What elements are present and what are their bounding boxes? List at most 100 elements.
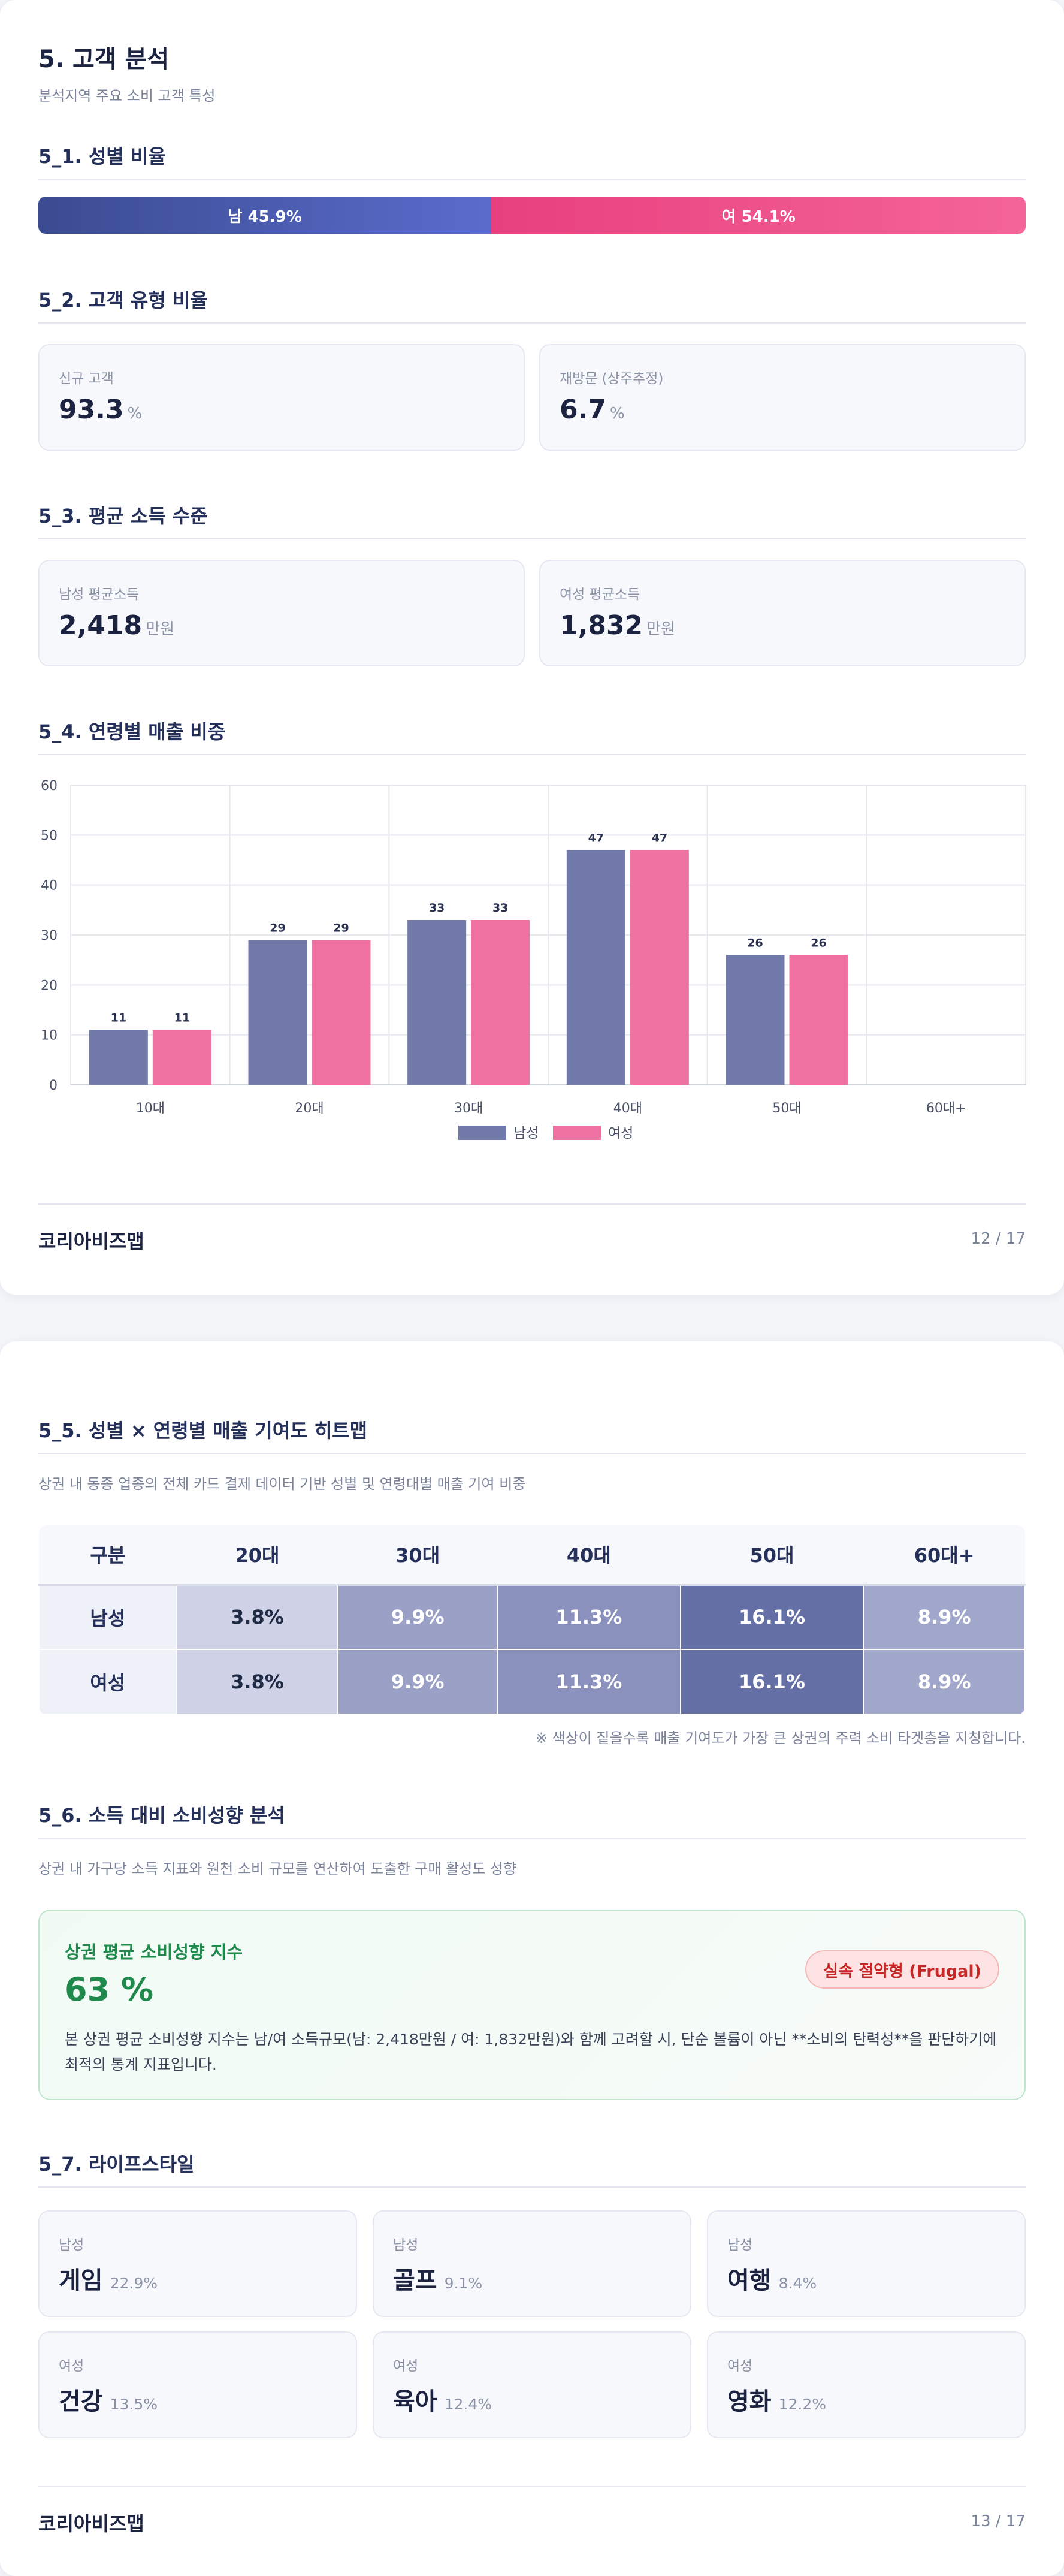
gender-age-heatmap-table: 구분 20대 30대 40대 50대 60대+ 남성 3.8% 9.9% 11.3% 1… <box>38 1525 1026 1715</box>
bar-value-label: 33 <box>429 901 445 915</box>
bar-value-label: 33 <box>492 901 508 915</box>
heatmap-cell: 3.8% <box>176 1649 339 1715</box>
y-tick-label: 0 <box>49 1078 58 1093</box>
female-income-card: 여성 평균소득 1,832 만원 <box>539 560 1026 666</box>
legend-label: 여성 <box>608 1126 633 1141</box>
divider <box>38 754 1026 755</box>
bar-male <box>248 940 307 1085</box>
legend-swatch <box>458 1126 506 1140</box>
heatmap-note: ※ 색상이 짙을수록 매출 기여도가 가장 큰 상권의 주력 소비 타겟층을 지… <box>535 1730 1026 1747</box>
divider <box>38 1453 1026 1454</box>
row-header-cell: 남성 <box>38 1584 177 1650</box>
heatmap-cell: 8.9% <box>863 1649 1026 1715</box>
lifestyle-name: 게임 22.9% <box>59 2267 158 2294</box>
report-page-12: 5. 고객 분석 분석지역 주요 소비 고객 특성 5_1. 성별 비율 남 4… <box>0 0 1064 1295</box>
spending-index-value: 63 % <box>65 1971 154 2008</box>
lifestyle-title: 5_7. 라이프스타일 <box>38 2153 195 2176</box>
female-ratio-segment: 여 54.1% <box>491 197 1026 234</box>
y-tick-label: 60 <box>41 779 58 794</box>
lifestyle-name: 여행 8.4% <box>727 2267 817 2294</box>
divider <box>38 1838 1026 1839</box>
table-header-cell: 40대 <box>497 1525 681 1585</box>
row-header-cell: 여성 <box>38 1649 177 1715</box>
card-label: 신규 고객 <box>59 371 114 387</box>
age-sales-title: 5_4. 연령별 매출 비중 <box>38 720 226 743</box>
page-title: 5. 고객 분석 <box>38 46 170 73</box>
table-header-cell: 30대 <box>338 1525 497 1585</box>
lifestyle-percent: 12.4% <box>444 2396 492 2413</box>
male-income-card: 남성 평균소득 2,418 만원 <box>38 560 525 666</box>
card-value: 93.3% <box>59 394 143 425</box>
spending-title: 5_6. 소득 대비 소비성향 분석 <box>38 1804 285 1827</box>
heatmap-title: 5_5. 성별 × 연령별 매출 기여도 히트맵 <box>38 1419 368 1442</box>
table-row: 남성 3.8% 9.9% 11.3% 16.1% 8.9% <box>38 1584 1026 1650</box>
card-value: 2,418 만원 <box>59 610 175 641</box>
page-number: 13 / 17 <box>971 2512 1026 2530</box>
card-value: 6.7% <box>560 394 625 425</box>
legend-swatch <box>553 1126 601 1140</box>
card-label: 남성 평균소득 <box>59 587 140 602</box>
bar-female <box>152 1030 211 1085</box>
lifestyle-name: 골프 9.1% <box>393 2267 483 2294</box>
x-tick-label: 30대 <box>454 1101 483 1116</box>
bar-male <box>726 955 785 1085</box>
footer-brand: 코리아비즈맵 <box>38 1230 144 1253</box>
heatmap-cell: 11.3% <box>496 1584 681 1650</box>
divider <box>38 538 1026 539</box>
table-header-row: 구분 20대 30대 40대 50대 60대+ <box>39 1525 1025 1585</box>
x-tick-label: 20대 <box>295 1101 324 1116</box>
card-value: 1,832 만원 <box>560 610 676 641</box>
lifestyle-gender: 여성 <box>727 2358 753 2374</box>
x-tick-label: 40대 <box>613 1101 642 1116</box>
footer-divider <box>38 1203 1026 1205</box>
age-sales-bar-chart: 0 10 20 30 40 50 60 11 11 10대 29 29 20대 33 33 30대 47 47 40… <box>41 779 1026 1141</box>
table-header-cell: 구분 <box>39 1525 177 1585</box>
footer-brand: 코리아비즈맵 <box>38 2512 144 2535</box>
lifestyle-percent: 22.9% <box>110 2275 158 2292</box>
lifestyle-gender: 남성 <box>393 2237 419 2253</box>
gender-ratio-bar: 남 45.9% 여 54.1% <box>38 197 1026 234</box>
new-customer-card: 신규 고객 93.3% <box>38 344 525 451</box>
lifestyle-percent: 13.5% <box>110 2396 158 2413</box>
y-tick-label: 30 <box>41 928 58 943</box>
spending-index-label: 상권 평균 소비성향 지수 <box>65 1942 243 1962</box>
bar-male <box>407 920 467 1085</box>
heatmap-cell: 8.9% <box>863 1584 1026 1650</box>
divider <box>38 322 1026 324</box>
bar-value-label: 29 <box>333 921 349 934</box>
lifestyle-card: 여성 육아 12.4% <box>373 2331 691 2438</box>
y-tick-label: 50 <box>41 828 58 843</box>
customer-type-title: 5_2. 고객 유형 비율 <box>38 289 208 312</box>
table-header-cell: 50대 <box>680 1525 864 1585</box>
x-tick-label: 60대+ <box>926 1101 966 1116</box>
male-ratio-segment: 남 45.9% <box>38 197 492 234</box>
page-number: 12 / 17 <box>971 1230 1026 1248</box>
heatmap-cell: 9.9% <box>337 1584 498 1650</box>
bar-male <box>89 1030 148 1085</box>
lifestyle-name: 건강 13.5% <box>59 2388 158 2415</box>
lifestyle-gender: 남성 <box>727 2237 753 2253</box>
card-label: 여성 평균소득 <box>560 587 640 602</box>
spending-description: 본 상권 평균 소비성향 지수는 남/여 소득규모(남: 2,418만원 / 여… <box>65 2031 997 2073</box>
x-tick-label: 50대 <box>772 1101 801 1116</box>
heatmap-cell: 3.8% <box>176 1584 339 1650</box>
lifestyle-card: 여성 건강 13.5% <box>38 2331 357 2438</box>
bar-female <box>789 955 848 1085</box>
lifestyle-card: 여성 영화 12.2% <box>707 2331 1026 2438</box>
revisit-customer-card: 재방문 (상주추정) 6.7% <box>539 344 1026 451</box>
bar-value-label: 26 <box>747 936 763 949</box>
heatmap-cell: 16.1% <box>679 1649 864 1715</box>
spending-index-box: 상권 평균 소비성향 지수 63 % 실속 절약형 (Frugal) 본 상권 … <box>38 1910 1026 2100</box>
bar-value-label: 47 <box>588 831 604 844</box>
lifestyle-name: 육아 12.4% <box>393 2388 492 2415</box>
bar-value-label: 26 <box>811 936 826 949</box>
footer-divider <box>38 2486 1026 2487</box>
bar-value-label: 11 <box>174 1011 190 1024</box>
spending-subtitle: 상권 내 가구당 소득 지표와 원천 소비 규모를 연산하여 도출한 구매 활성… <box>38 1860 517 1877</box>
lifestyle-percent: 12.2% <box>778 2396 827 2413</box>
gender-ratio-title: 5_1. 성별 비율 <box>38 145 166 168</box>
divider <box>38 179 1026 180</box>
divider <box>38 2186 1026 2188</box>
lifestyle-percent: 8.4% <box>778 2275 817 2292</box>
